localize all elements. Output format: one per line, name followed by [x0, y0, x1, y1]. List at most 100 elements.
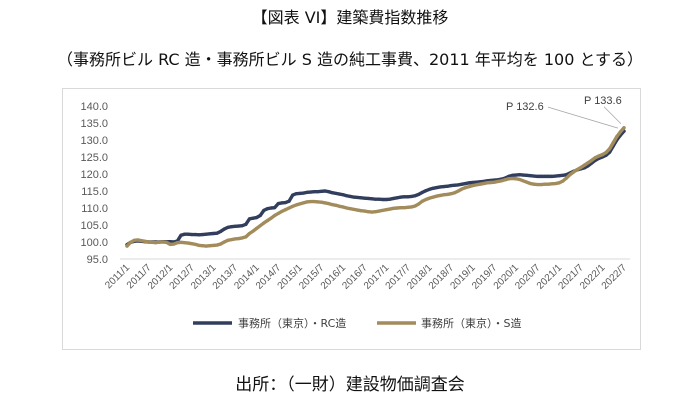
data-point: [474, 183, 478, 187]
data-point: [377, 197, 381, 201]
data-point: [543, 174, 547, 178]
data-point: [402, 195, 406, 199]
data-point: [395, 206, 399, 210]
data-point: [312, 190, 316, 194]
data-point: [355, 208, 360, 212]
figure-title: 【図表 VI】建築費指数推移: [251, 8, 449, 27]
data-point: [427, 196, 432, 200]
data-point: [550, 182, 554, 186]
data-point: [183, 232, 187, 236]
data-point: [345, 206, 349, 210]
y-tick-label: 120.0: [80, 169, 108, 181]
data-point: [197, 233, 201, 237]
callout-label: P 133.6: [584, 95, 622, 107]
data-point: [615, 135, 619, 139]
data-callout: P 133.6: [584, 95, 622, 125]
data-point: [226, 238, 230, 242]
data-point: [406, 205, 410, 209]
data-point: [247, 231, 252, 236]
data-point: [222, 227, 226, 231]
data-point: [485, 181, 489, 185]
data-point: [561, 179, 565, 183]
data-point: [503, 178, 507, 182]
data-point: [420, 190, 424, 194]
data-point: [474, 180, 478, 184]
data-point: [211, 243, 216, 247]
data-point: [150, 240, 154, 244]
data-point: [445, 192, 450, 196]
data-point: [514, 173, 518, 177]
data-point: [255, 226, 259, 230]
series-1: [125, 129, 626, 247]
data-point: [183, 241, 187, 245]
y-tick-label: 130.0: [80, 135, 108, 147]
data-point: [535, 182, 540, 187]
data-point: [381, 208, 385, 212]
data-point: [262, 208, 266, 212]
data-point: [348, 194, 352, 199]
data-point: [262, 221, 266, 225]
data-point: [568, 173, 572, 177]
data-point: [593, 156, 597, 160]
data-point: [618, 130, 623, 134]
data-point: [413, 204, 417, 208]
data-point: [507, 177, 511, 181]
data-point: [435, 186, 439, 190]
data-point: [453, 183, 457, 187]
data-point: [143, 239, 147, 243]
figure-subtitle: （事務所ビル RC 造・事務所ビル S 造の純工事費、2011 年平均を 100…: [56, 50, 644, 69]
data-point: [532, 174, 536, 178]
y-tick-label: 100.0: [80, 237, 108, 249]
data-point: [258, 224, 262, 228]
data-point: [467, 181, 471, 185]
data-point: [283, 200, 288, 205]
data-point: [301, 191, 306, 195]
data-point: [431, 186, 435, 190]
data-point: [201, 232, 205, 237]
data-callout: P 132.6: [506, 101, 619, 129]
data-point: [229, 225, 234, 229]
data-point: [395, 196, 399, 200]
callout-label: P 132.6: [506, 101, 544, 113]
data-point: [402, 206, 406, 210]
data-point: [532, 182, 536, 186]
data-point: [247, 217, 252, 221]
data-point: [467, 184, 471, 189]
y-tick-label: 95.0: [87, 254, 108, 266]
x-axis: 2011/12011/72012/12012/72013/12013/72014…: [103, 262, 629, 292]
data-point: [165, 240, 169, 244]
data-point: [226, 225, 230, 229]
data-point: [237, 224, 241, 228]
data-point: [139, 239, 144, 243]
data-point: [168, 242, 172, 246]
data-point: [316, 190, 320, 194]
data-point: [471, 183, 475, 188]
data-point: [255, 215, 259, 220]
data-point: [604, 150, 608, 155]
data-point: [373, 210, 378, 214]
data-point: [273, 206, 277, 210]
callout-leader-line: [547, 106, 619, 129]
data-point: [301, 201, 306, 205]
data-point: [233, 237, 237, 241]
data-point: [543, 182, 547, 186]
data-point: [607, 147, 612, 151]
data-point: [388, 207, 392, 211]
data-point: [287, 206, 291, 210]
data-point: [463, 186, 468, 190]
data-point: [579, 165, 583, 170]
data-point: [589, 158, 594, 162]
series-2: [125, 126, 626, 248]
data-point: [316, 200, 320, 204]
data-point: [373, 197, 378, 201]
data-point: [517, 177, 522, 182]
data-point: [582, 163, 586, 167]
series-line: [125, 129, 626, 247]
data-point: [309, 199, 313, 204]
data-point: [258, 213, 262, 218]
data-point: [521, 173, 525, 177]
data-point: [348, 207, 352, 211]
data-point: [283, 208, 288, 212]
data-point: [219, 229, 223, 234]
